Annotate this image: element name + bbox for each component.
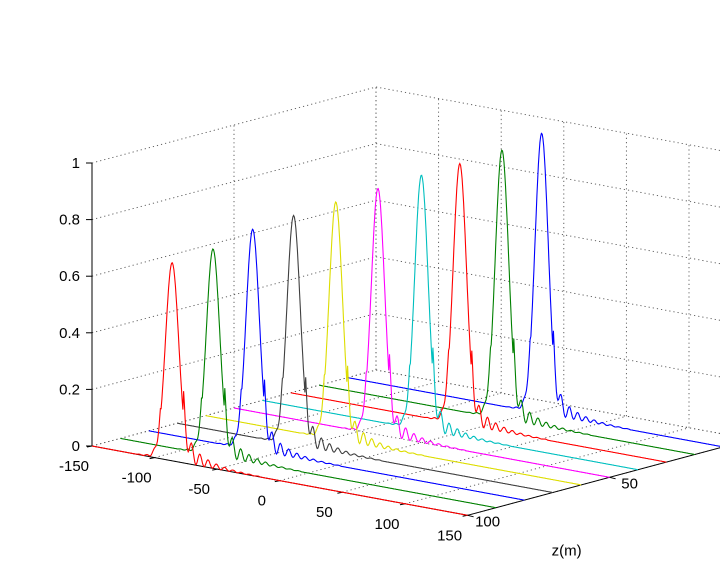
series-lines xyxy=(91,132,720,516)
grid-line xyxy=(375,143,720,208)
series-line xyxy=(290,162,667,463)
x-tick-label: -50 xyxy=(188,481,210,498)
grid-line xyxy=(375,369,720,434)
x-tick-mark xyxy=(212,468,218,471)
x-tick-label: 150 xyxy=(437,527,462,544)
value-tick-label: 0 xyxy=(72,438,80,455)
value-tick-label: 0.2 xyxy=(59,381,80,398)
grid-line xyxy=(279,404,564,482)
grid-line xyxy=(375,199,720,265)
z-tick-label: 100 xyxy=(475,513,500,530)
grid-line xyxy=(375,86,720,151)
grid-line xyxy=(91,256,377,334)
value-tick-label: 0.6 xyxy=(59,268,80,285)
z-tick-mark xyxy=(467,514,474,518)
z-tick-mark xyxy=(609,476,616,480)
series-line xyxy=(262,174,639,471)
value-tick-label: 1 xyxy=(72,155,80,172)
value-tick-label: 0.8 xyxy=(59,212,80,229)
x-tick-label: 100 xyxy=(374,516,399,533)
axes xyxy=(86,162,720,518)
series-line xyxy=(233,187,610,478)
z-tick-label: 50 xyxy=(621,475,638,492)
value-tick-label: 0.4 xyxy=(59,325,80,342)
grid-line xyxy=(375,369,720,434)
x-tick-label: -150 xyxy=(59,458,89,475)
series-line xyxy=(177,214,553,494)
grid-line xyxy=(375,312,720,378)
z-axis-line xyxy=(467,447,720,516)
series-line xyxy=(347,132,720,447)
z-axis-title: z(m) xyxy=(552,542,582,559)
series-line xyxy=(120,248,497,509)
x-tick-mark xyxy=(149,457,155,460)
grid-line xyxy=(467,447,720,516)
series-line xyxy=(205,200,582,486)
series-line xyxy=(319,149,695,456)
tick-labels: -150-100-5005010015005010000.20.40.60.81 xyxy=(59,155,638,544)
series-line xyxy=(91,262,468,516)
grid-line xyxy=(375,256,720,321)
series-line xyxy=(148,228,525,501)
x-tick-label: -100 xyxy=(122,470,152,487)
x-tick-label: 0 xyxy=(258,493,266,510)
x-tick-label: 50 xyxy=(316,504,333,521)
